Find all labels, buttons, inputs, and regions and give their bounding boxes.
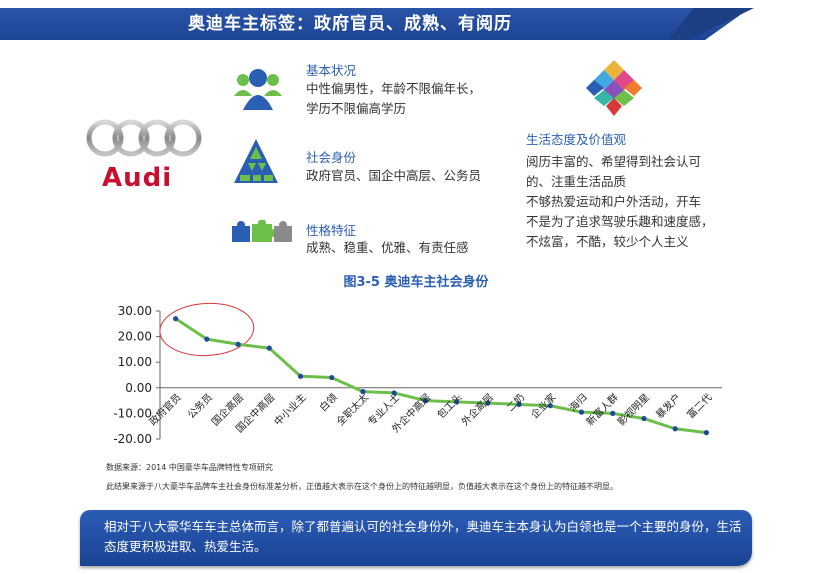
data-point bbox=[547, 403, 553, 409]
pyramid-icon bbox=[234, 139, 278, 183]
audi-rings-logo bbox=[86, 119, 202, 157]
page-title: 奥迪车主标签：政府官员、成熟、有阅历 bbox=[188, 14, 512, 34]
x-tick-label: 公务员 bbox=[185, 391, 215, 421]
data-point bbox=[578, 409, 585, 415]
summary-text: 相对于八大豪华车车主总体而言，除了都普遍认可的社会身份外，奥迪车主本身认为白领也… bbox=[104, 519, 742, 554]
personality-line-1: 成熟、稳重、优雅、有责任感 bbox=[306, 240, 469, 255]
data-point bbox=[173, 316, 179, 322]
x-tick-label: 新富人群 bbox=[583, 391, 620, 428]
people-icon bbox=[234, 69, 282, 110]
audi-wordmark: Audi bbox=[102, 163, 173, 193]
x-tick-label: 影视明星 bbox=[615, 391, 652, 428]
x-tick-label: 中小业主 bbox=[271, 391, 308, 428]
y-tick-label: 20.00 bbox=[118, 330, 152, 344]
personality-heading: 性格特征 bbox=[306, 223, 357, 238]
values-line-2: 的、注重生活品质 bbox=[526, 174, 627, 189]
data-point bbox=[235, 341, 241, 347]
x-tick-label: 暴发户 bbox=[653, 391, 683, 421]
y-tick-label: -10.00 bbox=[113, 406, 152, 420]
summary-box bbox=[80, 510, 752, 566]
analysis-note: 此结果来源于八大豪华车品牌车主社会身份标准差分析，正值越大表示在这个身份上的特征… bbox=[106, 482, 618, 491]
values-line-5: 不炫富，不酷，较少个人主义 bbox=[526, 234, 689, 249]
basic-heading: 基本状况 bbox=[306, 63, 357, 78]
data-point bbox=[204, 336, 210, 342]
basic-line-1: 中性偏男性，年龄不限偏年长， bbox=[306, 81, 482, 96]
data-point bbox=[454, 399, 460, 405]
x-tick-label: 白领 bbox=[317, 391, 340, 414]
data-point bbox=[516, 401, 522, 408]
x-tick-label: 包工头 bbox=[434, 391, 464, 421]
chart-title: 图3-5 奥迪车主社会身份 bbox=[343, 275, 489, 290]
x-tick-label: 全职太太 bbox=[334, 391, 371, 428]
highlight-ellipse bbox=[159, 302, 255, 357]
data-point bbox=[422, 398, 428, 404]
identity-line-1: 政府官员、国企中高层、公务员 bbox=[306, 168, 482, 183]
data-point bbox=[297, 373, 304, 379]
data-point bbox=[641, 415, 647, 422]
values-heading: 生活态度及价值观 bbox=[526, 132, 627, 147]
x-tick-label: 外企高层 bbox=[458, 391, 495, 428]
y-tick-label: 30.00 bbox=[118, 304, 152, 318]
y-tick-label: 0.00 bbox=[125, 381, 152, 395]
identity-heading: 社会身份 bbox=[306, 150, 357, 165]
data-point bbox=[391, 390, 397, 396]
y-tick-label: 10.00 bbox=[118, 355, 152, 369]
data-source-note: 数据来源：2014 中国豪华车品牌特性专项研究 bbox=[106, 463, 273, 472]
basic-line-2: 学历不限偏高学历 bbox=[306, 101, 407, 116]
data-point bbox=[329, 374, 335, 381]
values-line-4: 不是为了追求驾驶乐趣和速度感， bbox=[526, 214, 714, 229]
data-point bbox=[485, 400, 491, 406]
diamond-icon bbox=[586, 60, 642, 116]
y-tick-label: -20.00 bbox=[113, 432, 152, 446]
values-line-1: 阅历丰富的、希望得到社会认可 bbox=[526, 154, 702, 169]
data-point bbox=[703, 430, 709, 436]
data-point bbox=[672, 426, 678, 432]
puzzle-icon bbox=[232, 220, 292, 242]
x-tick-label: 富二代 bbox=[684, 391, 714, 421]
data-point bbox=[360, 389, 366, 395]
title-banner bbox=[0, 8, 750, 40]
data-point bbox=[266, 345, 272, 351]
series-line bbox=[174, 317, 707, 435]
data-point bbox=[610, 410, 616, 416]
values-line-3: 不够热爱运动和户外活动，开车 bbox=[526, 194, 702, 209]
x-tick-label: 二奶 bbox=[505, 391, 528, 414]
